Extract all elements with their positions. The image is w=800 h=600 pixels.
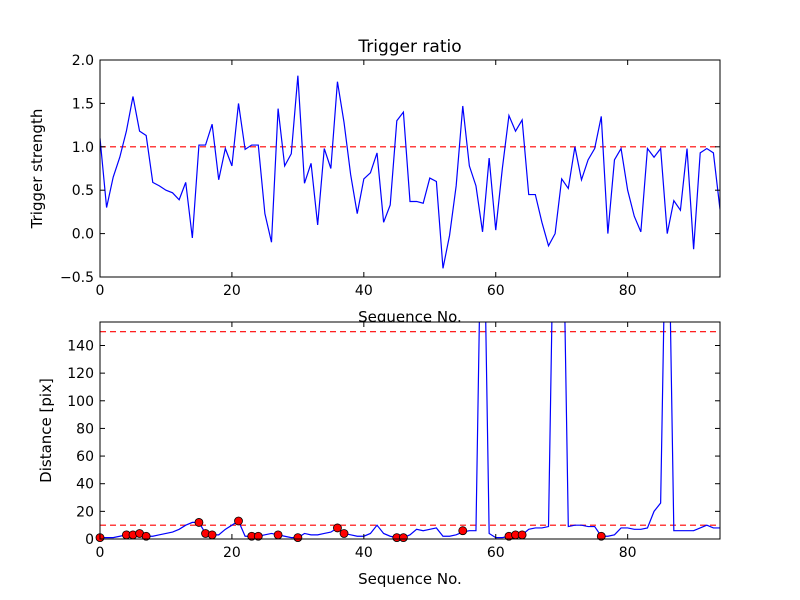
top-series-line-0 — [100, 75, 720, 269]
bottom-marker-point — [339, 529, 349, 538]
bottom-y-tick-label: 20 — [76, 504, 94, 520]
bottom-marker-point — [141, 531, 151, 541]
bottom-x-tick-label: 20 — [223, 545, 241, 561]
bottom-y-tick-label: 40 — [76, 477, 94, 493]
top-x-tick-label: 0 — [96, 283, 105, 299]
bottom-plot-frame — [99, 321, 721, 540]
bottom-x-tick-label: 40 — [355, 545, 373, 561]
bottom-x-tick-label: 60 — [487, 545, 505, 561]
top-y-tick-label: 0.0 — [72, 227, 94, 243]
top-plot-frame — [99, 59, 721, 278]
bottom-marker-point — [273, 530, 283, 540]
top-y-tick-label: 1.0 — [72, 140, 94, 156]
bottom-y-tick-label: 140 — [67, 338, 94, 354]
distance-chart: 0 20 40 60 80 0 20 40 60 80 100 120 140 Sequence No.… — [37, 321, 721, 588]
bottom-marker-point — [253, 531, 263, 541]
bottom-y-tick-label: 80 — [76, 421, 94, 437]
bottom-marker-point — [194, 518, 204, 527]
bottom-y-tick-label: 100 — [67, 394, 94, 410]
bottom-x-axis-label: Sequence No. — [358, 570, 462, 588]
bottom-marker-point — [517, 530, 527, 540]
bottom-marker-point — [333, 523, 342, 533]
top-y-tick-label: 1.5 — [72, 96, 94, 112]
bottom-marker-point — [293, 533, 303, 543]
bottom-x-tick-label: 80 — [619, 545, 637, 561]
top-x-tick-label: 60 — [487, 283, 505, 299]
bottom-marker-point — [458, 526, 468, 536]
bottom-marker-point — [596, 531, 606, 541]
top-chart-title: Trigger ratio — [357, 37, 461, 57]
bottom-y-tick-label: 0 — [85, 532, 94, 548]
bottom-y-axis-label: Distance [pix] — [37, 378, 55, 483]
top-plot-background — [100, 60, 720, 277]
top-y-tick-label: 0.5 — [72, 183, 94, 199]
top-x-tick-label: 40 — [355, 283, 373, 299]
bottom-y-tick-label: 60 — [76, 449, 94, 465]
bottom-plot-background — [100, 322, 720, 539]
top-x-tick-label: 80 — [619, 283, 637, 299]
bottom-marker-point — [399, 533, 408, 543]
top-x-tick-label: 20 — [223, 283, 241, 299]
top-y-tick-label: −0.5 — [60, 270, 94, 286]
bottom-marker-point — [234, 516, 243, 526]
bottom-x-tick-label: 0 — [96, 545, 105, 561]
bottom-marker-point — [207, 530, 217, 540]
bottom-y-tick-label: 120 — [67, 366, 94, 382]
top-y-axis-label: Trigger strength — [28, 109, 46, 230]
top-y-tick-label: 2.0 — [72, 53, 94, 69]
trigger-ratio-chart: 0 20 40 60 80 −0.5 0.0 0.5 1.0 1.5 2.0 Trigger rat… — [28, 37, 721, 326]
